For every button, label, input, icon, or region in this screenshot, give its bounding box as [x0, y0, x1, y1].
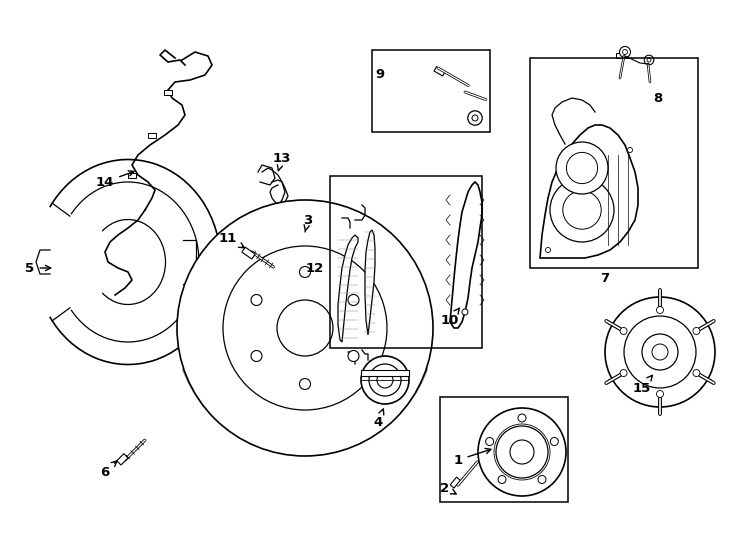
Text: 15: 15 [633, 375, 653, 395]
Text: 3: 3 [303, 213, 313, 232]
Circle shape [538, 476, 546, 483]
Circle shape [496, 426, 548, 478]
Circle shape [622, 50, 628, 55]
Polygon shape [540, 125, 638, 258]
Circle shape [624, 316, 696, 388]
Circle shape [620, 327, 627, 334]
Bar [242, 247, 255, 259]
Text: 6: 6 [101, 461, 117, 478]
Circle shape [468, 111, 482, 125]
Circle shape [652, 344, 668, 360]
Bar [372, 50, 490, 132]
Circle shape [348, 294, 359, 306]
Circle shape [472, 115, 478, 121]
Circle shape [642, 334, 678, 370]
Bar [450, 477, 460, 488]
Circle shape [693, 369, 700, 376]
Text: 4: 4 [374, 409, 384, 429]
Circle shape [656, 307, 664, 314]
Circle shape [563, 191, 601, 229]
Circle shape [628, 147, 633, 152]
Circle shape [647, 58, 651, 62]
Circle shape [478, 408, 566, 496]
Circle shape [567, 152, 597, 184]
Bar [440, 397, 568, 502]
Circle shape [250, 243, 254, 247]
Text: 8: 8 [653, 91, 663, 105]
Circle shape [656, 390, 664, 397]
Text: 9: 9 [375, 69, 385, 82]
Circle shape [270, 243, 274, 247]
Circle shape [277, 300, 333, 356]
Circle shape [620, 369, 627, 376]
Text: 11: 11 [219, 232, 244, 248]
Bar [434, 66, 445, 76]
Text: 10: 10 [441, 308, 459, 327]
Text: 2: 2 [440, 482, 456, 495]
Circle shape [518, 414, 526, 422]
Circle shape [498, 476, 506, 483]
Circle shape [462, 309, 468, 315]
Circle shape [251, 350, 262, 361]
Circle shape [556, 142, 608, 194]
Text: 7: 7 [600, 272, 609, 285]
Circle shape [299, 379, 310, 389]
Bar [117, 454, 128, 465]
Text: 12: 12 [306, 261, 324, 274]
Circle shape [299, 267, 310, 278]
Bar [276, 215, 284, 220]
Bar [148, 132, 156, 138]
Circle shape [223, 246, 387, 410]
Polygon shape [450, 182, 482, 328]
Circle shape [605, 297, 715, 407]
Circle shape [545, 247, 550, 253]
Circle shape [619, 46, 631, 57]
Bar [616, 53, 628, 58]
Text: 1: 1 [454, 448, 491, 467]
Circle shape [348, 350, 359, 361]
Circle shape [377, 372, 393, 388]
Circle shape [486, 437, 494, 446]
Bar [361, 370, 409, 376]
Text: 13: 13 [273, 152, 291, 171]
Circle shape [510, 440, 534, 464]
Polygon shape [365, 230, 375, 335]
Circle shape [251, 294, 262, 306]
Bar [164, 90, 172, 94]
Circle shape [693, 327, 700, 334]
Polygon shape [338, 235, 358, 342]
Circle shape [361, 356, 409, 404]
Text: 5: 5 [26, 261, 51, 274]
Bar [530, 58, 698, 268]
Circle shape [550, 437, 559, 446]
Text: 14: 14 [96, 171, 134, 188]
Circle shape [550, 178, 614, 242]
Bar [330, 176, 482, 348]
Circle shape [177, 200, 433, 456]
Circle shape [369, 364, 401, 396]
Bar [128, 172, 136, 178]
Circle shape [644, 55, 654, 65]
